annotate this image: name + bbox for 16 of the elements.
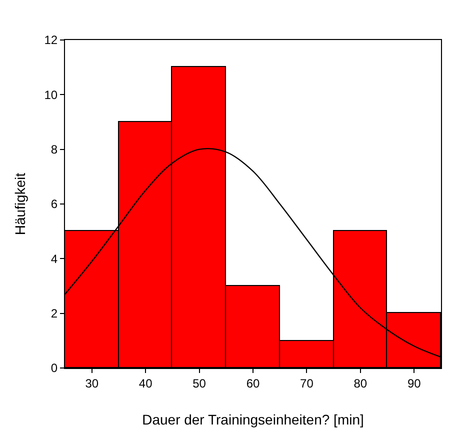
x-tick-label: 40 [138,376,153,390]
y-axis-title: Häufigkeit [12,172,28,236]
x-axis-title: Dauer der Trainingseinheiten? [min] [142,412,364,428]
x-tick-label: 70 [300,376,314,390]
y-tick-label: 6 [50,197,58,212]
y-tick-label: 0 [50,361,58,376]
x-tick-label: 90 [407,376,422,390]
y-tick-label: 10 [44,88,58,102]
x-tick-label: 30 [85,376,99,390]
y-tick-label: 2 [50,306,58,321]
x-tick-label: 50 [192,376,206,390]
y-tick-label: 8 [50,142,58,157]
x-tick-label: 80 [354,376,368,390]
y-tick-label: 4 [50,252,58,266]
x-tick-label: 60 [246,376,260,390]
y-tick-label: 12 [44,33,58,48]
